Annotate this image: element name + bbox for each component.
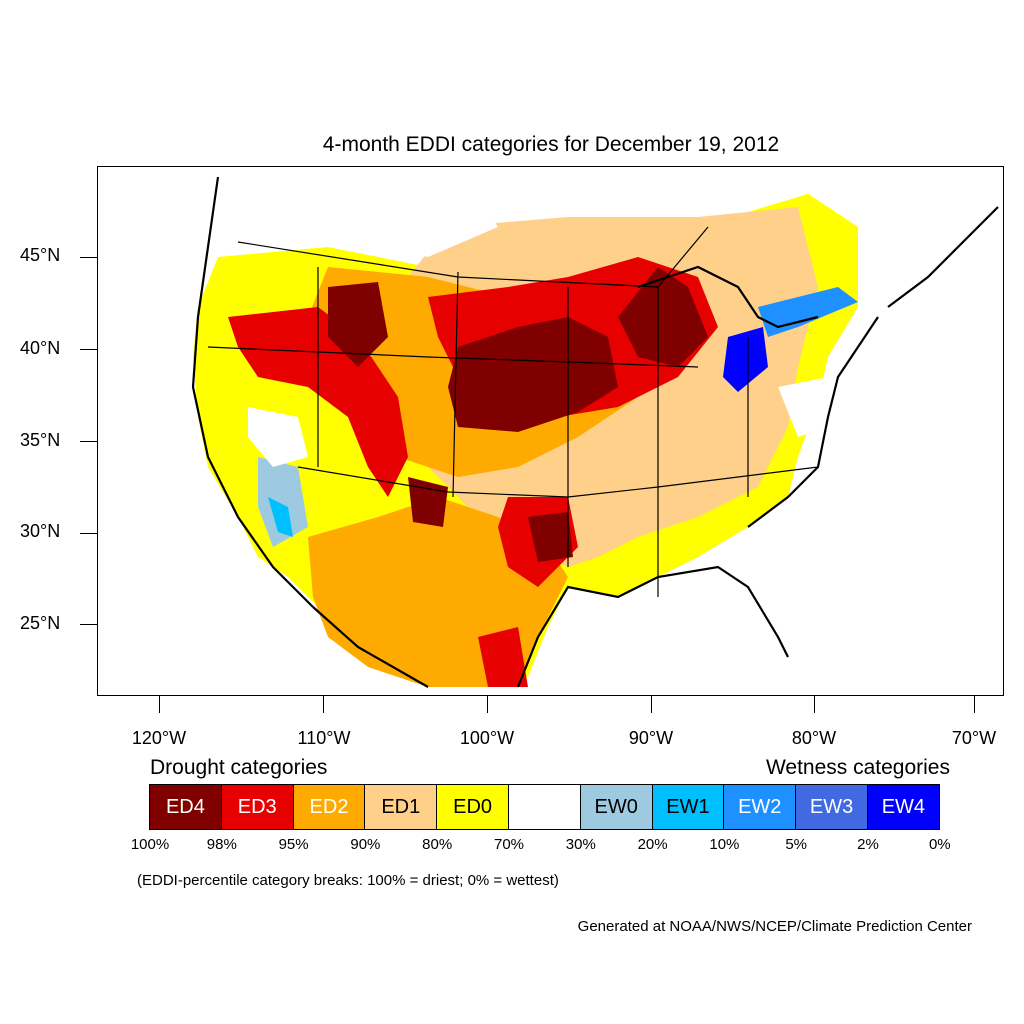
break-label: 0% <box>928 836 951 853</box>
lon-label-70: 70°W <box>951 728 997 748</box>
coastlines <box>191 176 999 688</box>
lon-tick <box>159 696 160 713</box>
wetness-heading: Wetness categories <box>765 756 950 779</box>
lat-label-45: 45°N <box>20 245 61 265</box>
land-ed4-plains <box>448 317 618 432</box>
legend-cell-ed3: ED3 <box>220 784 294 830</box>
break-label: 98% <box>206 836 237 853</box>
lon-tick <box>487 696 488 713</box>
legend-cell-ew4: EW4 <box>866 784 940 830</box>
map-canvas <box>191 167 1003 688</box>
wet-south-coast <box>268 497 293 537</box>
legend-cell-ew1: EW1 <box>651 784 725 830</box>
lon-label-100: 100°W <box>459 728 515 748</box>
land-ed4-lakes <box>618 267 708 367</box>
break-label: 10% <box>709 836 740 853</box>
wet-lakes <box>723 327 768 392</box>
legend-cell-ed0: ED0 <box>436 784 509 830</box>
lat-tick <box>80 441 97 442</box>
break-label: 30% <box>565 836 596 853</box>
lat-tick <box>80 257 97 258</box>
lat-label-35: 35°N <box>20 430 61 450</box>
lat-tick <box>80 533 97 534</box>
lon-tick <box>974 696 975 713</box>
legend-cell-ed4: ED4 <box>149 784 222 830</box>
state-borders <box>207 226 819 597</box>
eddi-map <box>97 166 1004 696</box>
land-ed3-texas <box>478 627 528 687</box>
legend-cell-ew0: EW0 <box>579 784 653 830</box>
normal-northeast <box>658 167 1003 307</box>
land-ed4-rockies <box>328 282 388 367</box>
normal-west <box>248 407 308 467</box>
normal-east <box>778 377 828 437</box>
legend-cell-normal <box>507 784 581 830</box>
break-label: 95% <box>278 836 309 853</box>
lon-tick <box>814 696 815 713</box>
lat-tick <box>80 349 97 350</box>
break-label: 2% <box>857 836 879 853</box>
legend-cell-ed2: ED2 <box>292 784 366 830</box>
lon-label-110: 110°W <box>297 728 351 748</box>
break-label: 90% <box>350 836 381 853</box>
lat-tick <box>80 624 97 625</box>
lat-label-40: 40°N <box>20 338 61 358</box>
lon-tick <box>323 696 324 713</box>
normal-north <box>198 167 498 257</box>
break-label: 70% <box>493 836 525 853</box>
wet-northeast <box>758 287 858 337</box>
break-label: 5% <box>785 836 808 853</box>
lon-label-120: 120°W <box>131 728 187 748</box>
break-label: 80% <box>422 836 453 853</box>
category-legend: ED4 ED3 ED2 ED1 ED0 EW0 EW1 EW2 EW3 EW4 <box>149 784 940 830</box>
legend-cell-ew3: EW3 <box>795 784 868 830</box>
map-title: 4-month EDDI categories for December 19,… <box>322 133 780 156</box>
category-note: (EDDI-percentile category breaks: 100% =… <box>137 872 559 889</box>
break-label: 20% <box>637 836 668 853</box>
credit-line: Generated at NOAA/NWS/NCEP/Climate Predi… <box>577 918 972 935</box>
legend-cell-ed1: ED1 <box>364 784 438 830</box>
land-ed4-south <box>408 477 573 562</box>
legend-cell-ew2: EW2 <box>723 784 797 830</box>
lon-label-80: 80°W <box>791 728 837 748</box>
drought-heading: Drought categories <box>150 756 328 779</box>
lat-label-25: 25°N <box>20 613 61 633</box>
break-label: 100% <box>130 836 170 853</box>
lat-label-30: 30°N <box>20 521 61 541</box>
wet-southwest <box>258 457 308 547</box>
lon-label-90: 90°W <box>628 728 674 748</box>
lon-tick <box>651 696 652 713</box>
